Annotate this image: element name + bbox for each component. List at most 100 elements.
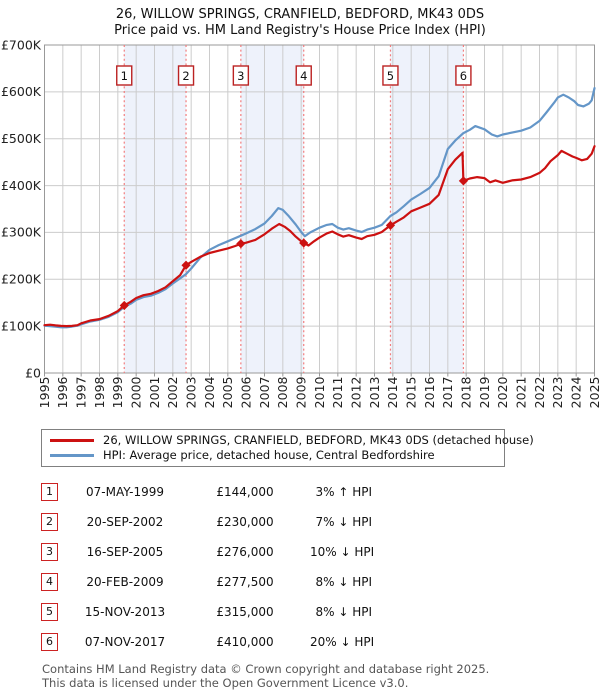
y-axis-label: £700K	[1, 39, 42, 52]
price-line	[43, 144, 596, 327]
x-axis-label: 2018	[458, 376, 473, 408]
page-subtitle: Price paid vs. HM Land Registry's House …	[114, 22, 486, 38]
legend-label-price: 26, WILLOW SPRINGS, CRANFIELD, BEDFORD, …	[103, 433, 534, 448]
x-axis-label: 2007	[257, 376, 272, 408]
y-axis-label: £600K	[1, 84, 42, 99]
sale-flag-5	[382, 65, 399, 86]
sale-hpi-delta: 8% ↓ HPI	[315, 574, 372, 589]
sale-price: £276,000	[216, 544, 274, 559]
sale-date: 20-FEB-2009	[86, 574, 164, 589]
sale-flag-number: 5	[387, 69, 394, 83]
sale-date: 16-SEP-2005	[86, 544, 164, 559]
legend-item-price: 26, WILLOW SPRINGS, CRANFIELD, BEDFORD, …	[50, 433, 534, 448]
price-line-swatch	[50, 438, 94, 442]
ownership-band	[240, 44, 304, 373]
sale-flag-1	[116, 65, 133, 86]
x-axis-label: 2009	[293, 376, 308, 408]
x-axis-label: 2002	[165, 376, 180, 408]
legend-label-hpi: HPI: Average price, detached house, Cent…	[103, 448, 435, 463]
y-axis-label: £300K	[1, 224, 42, 239]
sale-number-badge: 2	[41, 512, 58, 531]
y-axis-label: £500K	[1, 131, 42, 146]
x-axis-label: 1998	[92, 376, 107, 408]
sale-row: 1 07-MAY-1999 £144,000 3% ↑ HPI	[41, 482, 600, 502]
plot-border	[44, 44, 595, 374]
sale-flag-number: 6	[460, 69, 467, 83]
sale-number-badge: 6	[41, 632, 58, 651]
ownership-band	[124, 44, 187, 373]
sale-flag-4	[295, 65, 312, 86]
sale-marker-4	[299, 238, 309, 248]
x-axis-label: 1999	[110, 376, 125, 408]
x-axis-label: 2003	[183, 376, 198, 408]
sale-marker-6	[458, 176, 469, 186]
x-axis-label: 2017	[440, 376, 455, 408]
x-axis-label: 2021	[513, 376, 528, 408]
sale-price: £230,000	[216, 514, 274, 529]
sale-number-badge: 3	[41, 542, 58, 561]
x-axis-label: 2004	[202, 376, 217, 408]
x-axis-label: 2016	[422, 376, 437, 408]
page-title: 26, WILLOW SPRINGS, CRANFIELD, BEDFORD, …	[115, 7, 485, 22]
sale-flag-3	[232, 65, 250, 86]
legend-item-hpi: HPI: Average price, detached house, Cent…	[50, 448, 498, 463]
x-axis-label: 2010	[312, 376, 327, 408]
license-footer: Contains HM Land Registry data © Crown c…	[42, 662, 600, 690]
sale-flag-2	[177, 65, 195, 86]
hpi-line-swatch	[50, 453, 94, 457]
sale-hpi-delta: 10% ↓ HPI	[310, 544, 375, 559]
x-axis-label: 2014	[385, 376, 400, 408]
sale-flag-number: 4	[300, 69, 307, 83]
sale-price: £410,000	[216, 634, 274, 649]
sale-number-badge: 5	[41, 602, 58, 621]
y-axis-label: £0	[25, 365, 41, 380]
license-line-2: This data is licensed under the Open Gov…	[42, 675, 409, 690]
sale-marker-3	[236, 238, 246, 248]
x-axis-label: 2012	[348, 376, 363, 408]
hpi-line	[43, 86, 596, 329]
x-axis-label: 2008	[275, 376, 290, 408]
x-axis-label: 2005	[220, 376, 235, 408]
x-axis-label: 1997	[73, 376, 88, 408]
x-axis-label: 2020	[495, 376, 510, 408]
price-chart: £0 £100K £200K £300K £400K £500K £600K £700K 1 2 3…	[0, 39, 600, 417]
chart-legend: 26, WILLOW SPRINGS, CRANFIELD, BEDFORD, …	[41, 428, 534, 467]
sale-flag-6	[455, 65, 472, 86]
sale-marker-2	[181, 260, 191, 270]
price-chart-svg: £0 £100K £200K £300K £400K £500K £600K £700K 1 2 3…	[1, 39, 600, 408]
y-axis-label: £400K	[1, 178, 42, 193]
sale-row: 2 20-SEP-2002 £230,000 7% ↓ HPI	[41, 512, 600, 532]
sale-price: £277,500	[216, 574, 274, 589]
x-axis-label: 2001	[147, 376, 162, 408]
sale-row: 6 07-NOV-2017 £410,000 20% ↓ HPI	[41, 632, 600, 652]
sale-flag-number: 2	[182, 69, 189, 83]
sale-marker-1	[119, 300, 129, 310]
sale-price: £144,000	[216, 484, 274, 499]
x-axis-label: 2015	[403, 376, 418, 408]
x-axis-label: 2006	[238, 376, 253, 408]
x-axis-label: 2000	[128, 376, 143, 408]
sale-hpi-delta: 20% ↓ HPI	[310, 634, 375, 649]
sale-number-badge: 1	[41, 482, 58, 501]
sale-marker-5	[385, 220, 396, 230]
chart-title-block: 26, WILLOW SPRINGS, CRANFIELD, BEDFORD, …	[0, 0, 600, 39]
x-axis-label: 2011	[330, 376, 345, 408]
x-axis-label: 2025	[587, 376, 600, 408]
ownership-band	[390, 44, 464, 373]
x-axis-label: 2023	[550, 376, 565, 408]
sale-date: 20-SEP-2002	[86, 514, 164, 529]
x-axis-label: 2013	[367, 376, 382, 408]
license-line-1: Contains HM Land Registry data © Crown c…	[42, 661, 490, 676]
sale-price: £315,000	[216, 604, 274, 619]
y-axis-label: £100K	[1, 318, 42, 333]
sale-row: 4 20-FEB-2009 £277,500 8% ↓ HPI	[41, 572, 600, 592]
sale-row: 5 15-NOV-2013 £315,000 8% ↓ HPI	[41, 602, 600, 622]
sales-table: 1 07-MAY-1999 £144,000 3% ↑ HPI 2 20-SEP…	[41, 482, 600, 652]
sale-row: 3 16-SEP-2005 £276,000 10% ↓ HPI	[41, 542, 600, 562]
x-axis-label: 1996	[55, 376, 70, 408]
sale-hpi-delta: 8% ↓ HPI	[315, 604, 372, 619]
sale-number-badge: 4	[41, 572, 58, 591]
sale-hpi-delta: 7% ↓ HPI	[315, 514, 372, 529]
sale-date: 07-NOV-2017	[84, 634, 166, 649]
sale-date: 15-NOV-2013	[84, 604, 166, 619]
